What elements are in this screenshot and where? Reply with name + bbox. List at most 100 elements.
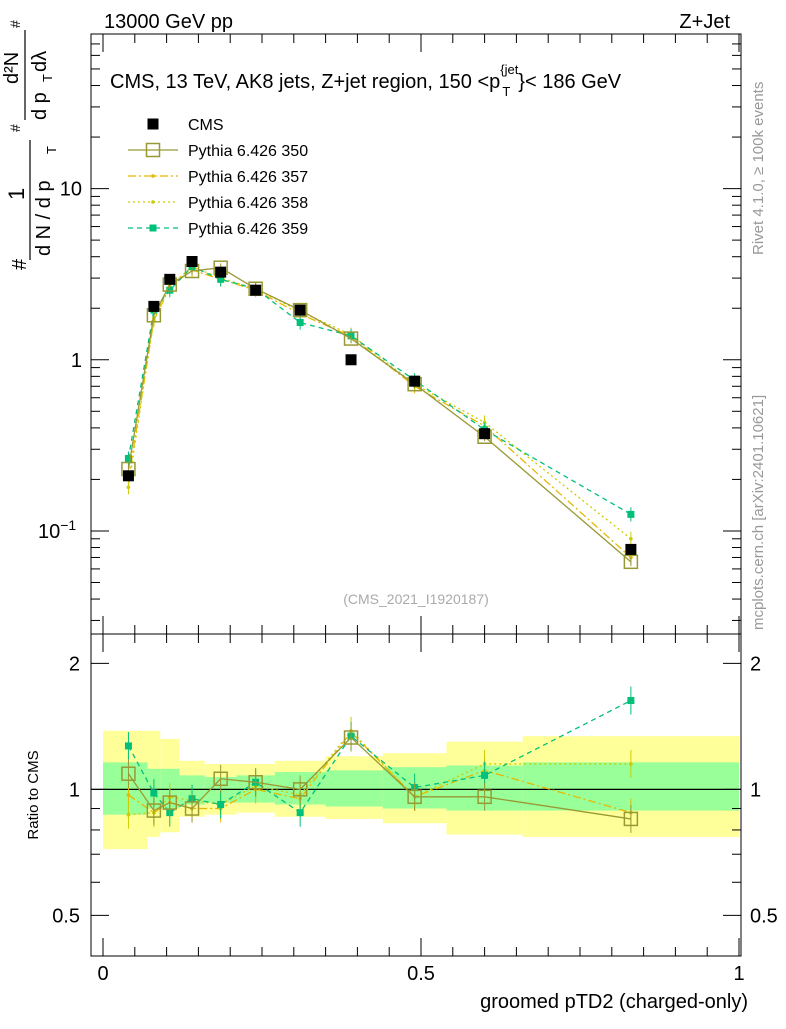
main-ticks: 10−1 1 10 xyxy=(38,33,741,634)
point-cms xyxy=(148,300,160,312)
ratio-point-p358 xyxy=(126,812,131,817)
ylabel-sub1: T xyxy=(44,146,59,154)
ratio-panel: 0.5 0.5 1 1 2 2 0 0.5 1 xyxy=(52,633,778,985)
point-p358 xyxy=(126,485,131,490)
series-line-p350 xyxy=(127,267,632,563)
ylabel-hash-2: # xyxy=(7,124,23,132)
point-cms xyxy=(345,354,357,366)
point-cms xyxy=(625,543,637,555)
point-cms xyxy=(294,304,306,316)
point-p359 xyxy=(627,510,635,518)
y-tick-label: 10 xyxy=(60,179,82,201)
process-label: Z+Jet xyxy=(679,11,730,33)
point-p350 xyxy=(292,302,308,318)
ylabel-num2: d²N xyxy=(1,52,23,84)
ylabel-den2b: dλ xyxy=(29,51,51,72)
legend-marker-cms xyxy=(147,118,159,130)
ratio-y-tick-label: 1 xyxy=(69,779,80,801)
main-title: CMS, 13 TeV, AK8 jets, Z+jet region, 150… xyxy=(110,62,622,99)
ratio-point-p359 xyxy=(150,789,158,797)
legend-label-p350: Pythia 6.426 350 xyxy=(188,143,308,160)
main-ylabel: # 1 d N / d p T # d²N d p T dλ # xyxy=(1,20,59,270)
main-panel: 10−1 1 10 CMS, 13 TeV, AK8 jets, Z+jet reg… xyxy=(38,33,742,635)
point-p359 xyxy=(166,286,174,294)
legend-label-p359: Pythia 6.426 359 xyxy=(188,221,308,238)
ylabel-den2: d p xyxy=(29,92,51,120)
ratio-y-tick-label: 2 xyxy=(69,653,80,675)
ratio-ylabel: Ratio to CMS xyxy=(25,750,42,839)
ratio-point-p350 xyxy=(292,782,308,797)
title-tail: }< 186 GeV xyxy=(518,71,622,93)
ratio-ticks: 0.5 0.5 1 1 2 2 0 0.5 1 xyxy=(52,634,778,985)
series-line-p359 xyxy=(127,265,632,515)
legend-label-cms: CMS xyxy=(188,117,224,134)
y-tick-label: 10−1 xyxy=(38,517,76,543)
point-p350 xyxy=(623,554,639,570)
ratio-point-p350 xyxy=(407,789,422,805)
x-tick-label: 0.5 xyxy=(407,963,435,985)
point-p358 xyxy=(629,536,633,541)
uncertainty-band-inner xyxy=(325,770,383,807)
ratio-y-tick-label-right: 1 xyxy=(750,779,761,801)
ratio-point-p350 xyxy=(121,766,136,781)
point-p359 xyxy=(296,319,304,327)
ratio-point-p350 xyxy=(477,789,492,805)
ratio-point-p359 xyxy=(481,771,489,779)
uncertainty-band-inner xyxy=(103,762,148,815)
legend-marker-p359 xyxy=(149,224,157,232)
legend-label-p358: Pythia 6.426 358 xyxy=(188,195,308,212)
ylabel-den1: d N / d p xyxy=(33,180,55,256)
legend: CMS Pythia 6.426 350 Pythia 6.426 357 Pythi… xyxy=(128,117,308,238)
point-p359 xyxy=(124,454,132,462)
title-sup: {jet xyxy=(500,62,518,77)
legend-marker-p350 xyxy=(145,142,161,158)
ratio-point-p350 xyxy=(146,803,162,818)
legend-marker-p357 xyxy=(151,174,155,178)
main-marks xyxy=(121,256,639,570)
point-p350 xyxy=(343,331,359,346)
x-tick-label: 0 xyxy=(97,963,108,985)
point-cms xyxy=(122,470,134,482)
ratio-point-p359 xyxy=(627,697,635,705)
ratio-y-tick-label-right: 2 xyxy=(750,653,761,675)
x-tick-label: 1 xyxy=(733,963,744,985)
point-cms xyxy=(409,375,421,387)
legend-label-p357: Pythia 6.426 357 xyxy=(188,169,308,186)
rivet-label: Rivet 4.1.0, ≥ 100k events xyxy=(750,82,767,255)
ratio-point-p350 xyxy=(248,774,263,790)
ratio-point-p350 xyxy=(162,795,178,810)
ratio-point-p350 xyxy=(623,811,639,827)
ratio-point-p350 xyxy=(343,730,359,745)
ratio-point-p350 xyxy=(213,771,228,787)
ratio-point-p357 xyxy=(126,793,131,797)
ratio-line-p358 xyxy=(128,729,631,816)
ylabel-hash-1: # xyxy=(9,258,31,270)
point-cms xyxy=(164,273,176,285)
xlabel: groomed pTD2 (charged-only) xyxy=(480,991,748,1013)
series-line-p357 xyxy=(127,269,632,558)
point-cms xyxy=(250,284,262,296)
y-tick-label: 1 xyxy=(71,350,82,372)
ratio-point-p359 xyxy=(124,742,132,750)
ylabel-num1: 1 xyxy=(4,188,29,200)
ratio-point-p350 xyxy=(184,801,200,816)
ratio-frame xyxy=(90,633,742,957)
energy-label: 13000 GeV pp xyxy=(104,11,233,33)
ratio-point-p358 xyxy=(629,762,633,766)
mcplots-label: mcplots.cern.ch [arXiv:2401.10621] xyxy=(750,395,767,630)
point-cms xyxy=(215,266,227,278)
ratio-point-p359 xyxy=(296,809,304,817)
ratio-y-tick-label-right: 0.5 xyxy=(750,905,778,927)
point-cms xyxy=(479,428,491,440)
point-p359 xyxy=(217,275,225,283)
title-main: CMS, 13 TeV, AK8 jets, Z+jet region, 150… xyxy=(110,71,500,93)
ratio-point-p359 xyxy=(217,801,225,809)
ylabel-sub2: T xyxy=(40,74,55,82)
title-sub: T xyxy=(502,84,510,99)
watermark: (CMS_2021_I1920187) xyxy=(343,591,489,607)
point-p358 xyxy=(482,420,487,425)
ratio-marks xyxy=(91,686,741,850)
point-p357 xyxy=(629,555,633,560)
ylabel-hash-3: # xyxy=(7,20,23,28)
